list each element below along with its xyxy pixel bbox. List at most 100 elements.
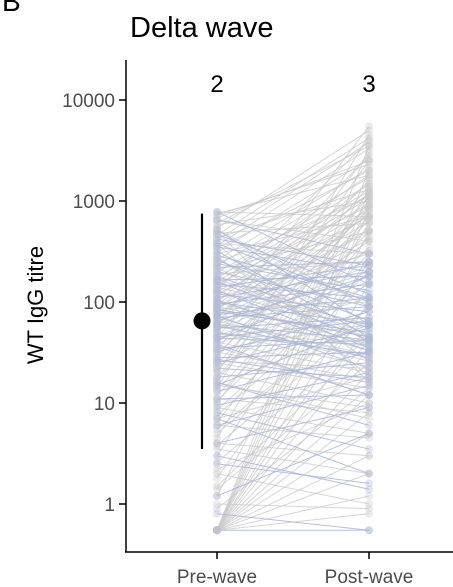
point-pre bbox=[213, 207, 221, 216]
point-post bbox=[365, 504, 373, 513]
point-pre bbox=[213, 277, 221, 286]
point-pre bbox=[213, 300, 221, 309]
point-post bbox=[365, 429, 373, 438]
point-pre bbox=[213, 406, 221, 415]
point-pre bbox=[213, 368, 221, 377]
pair-line-blue bbox=[216, 418, 370, 475]
point-post bbox=[365, 166, 373, 175]
y-tick-label: 100 bbox=[83, 293, 115, 314]
point-post bbox=[365, 346, 373, 355]
point-post bbox=[365, 381, 373, 390]
point-post bbox=[365, 126, 373, 135]
pair-line-grey bbox=[216, 148, 370, 247]
point-pre bbox=[213, 445, 221, 454]
pair-line-blue bbox=[216, 394, 370, 400]
point-pre bbox=[213, 308, 221, 317]
point-pre bbox=[213, 274, 221, 283]
point-post bbox=[365, 138, 373, 147]
panel-letter: B bbox=[2, 0, 21, 17]
point-post bbox=[365, 479, 373, 488]
point-post bbox=[365, 316, 373, 325]
pair-line-grey bbox=[216, 503, 370, 510]
x-tick-label: Pre-wave bbox=[177, 567, 257, 587]
point-pre bbox=[213, 239, 221, 248]
point-post bbox=[365, 204, 373, 213]
point-post bbox=[365, 324, 373, 333]
point-pre bbox=[213, 276, 221, 285]
point-pre bbox=[213, 225, 221, 234]
point-post bbox=[365, 249, 373, 258]
point-pre bbox=[213, 403, 221, 412]
point-pre bbox=[213, 360, 221, 369]
point-pre bbox=[213, 347, 221, 356]
pair-line-grey bbox=[216, 160, 370, 219]
point-post bbox=[365, 324, 373, 333]
point-post bbox=[365, 302, 373, 311]
point-pre bbox=[213, 259, 221, 268]
point-post bbox=[365, 344, 373, 353]
pair-line-blue bbox=[216, 275, 370, 341]
point-pre bbox=[213, 281, 221, 290]
point-post bbox=[365, 189, 373, 198]
point-post bbox=[365, 313, 373, 322]
point-post bbox=[365, 219, 373, 228]
point-post bbox=[365, 257, 373, 266]
point-pre bbox=[213, 239, 221, 248]
point-pre bbox=[213, 411, 221, 420]
point-post bbox=[365, 190, 373, 199]
point-pre bbox=[213, 298, 221, 306]
summary-marker bbox=[193, 213, 211, 450]
pair-line-grey bbox=[216, 216, 370, 255]
point-post bbox=[365, 156, 373, 165]
point-pre bbox=[213, 345, 221, 354]
pair-line-blue bbox=[216, 259, 370, 322]
point-pre bbox=[213, 316, 221, 325]
point-post bbox=[365, 243, 373, 252]
point-pre bbox=[213, 526, 221, 535]
point-post bbox=[365, 403, 373, 412]
point-pre bbox=[213, 263, 221, 272]
point-pre bbox=[213, 364, 221, 373]
point-pre bbox=[213, 459, 221, 468]
point-pre bbox=[213, 219, 221, 228]
point-pre bbox=[213, 368, 221, 377]
point-pre bbox=[213, 234, 221, 243]
point-pre bbox=[213, 213, 221, 222]
pair-line-grey bbox=[216, 341, 370, 374]
point-post bbox=[365, 357, 373, 366]
pair-line-blue bbox=[216, 308, 370, 338]
point-post bbox=[365, 298, 373, 306]
point-post bbox=[365, 429, 373, 438]
point-post bbox=[365, 187, 373, 196]
pair-line-blue bbox=[216, 412, 370, 450]
point-pre bbox=[213, 451, 221, 460]
pair-line-blue bbox=[216, 315, 370, 369]
point-pre bbox=[213, 290, 221, 299]
point-post bbox=[365, 257, 373, 266]
point-post bbox=[365, 261, 373, 270]
point-pre bbox=[213, 207, 221, 216]
point-pre bbox=[213, 385, 221, 394]
point-pre bbox=[213, 241, 221, 250]
point-post bbox=[365, 261, 373, 270]
point-pre bbox=[213, 526, 221, 535]
point-pre bbox=[213, 526, 221, 535]
point-post bbox=[365, 160, 373, 169]
pair-line-grey bbox=[216, 301, 370, 531]
point-post bbox=[365, 347, 373, 356]
point-pre bbox=[213, 272, 221, 281]
pair-line-blue bbox=[216, 407, 370, 444]
point-post bbox=[365, 293, 373, 302]
point-post bbox=[365, 333, 373, 342]
point-post bbox=[365, 249, 373, 258]
point-pre bbox=[213, 458, 221, 467]
pair-line-blue bbox=[216, 323, 370, 341]
pair-line-grey bbox=[216, 394, 370, 531]
pair-line-grey bbox=[216, 473, 370, 531]
point-post bbox=[365, 164, 373, 173]
point-post bbox=[365, 277, 373, 286]
point-post bbox=[365, 347, 373, 356]
pair-line-grey bbox=[216, 145, 370, 224]
point-pre bbox=[213, 307, 221, 316]
point-pre bbox=[213, 342, 221, 351]
